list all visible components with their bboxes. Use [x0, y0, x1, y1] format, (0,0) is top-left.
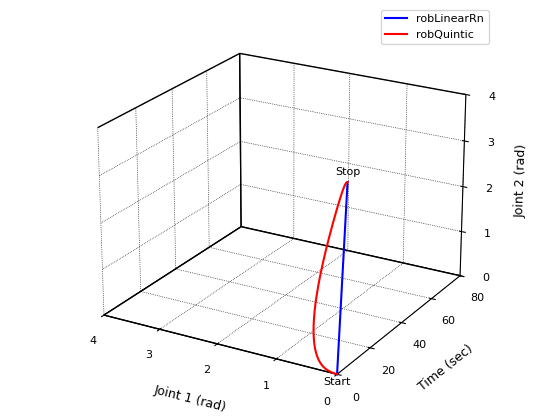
X-axis label: Joint 1 (rad): Joint 1 (rad) — [153, 383, 228, 414]
Y-axis label: Time (sec): Time (sec) — [416, 342, 475, 394]
Legend: robLinearRn, robQuintic: robLinearRn, robQuintic — [381, 10, 488, 44]
